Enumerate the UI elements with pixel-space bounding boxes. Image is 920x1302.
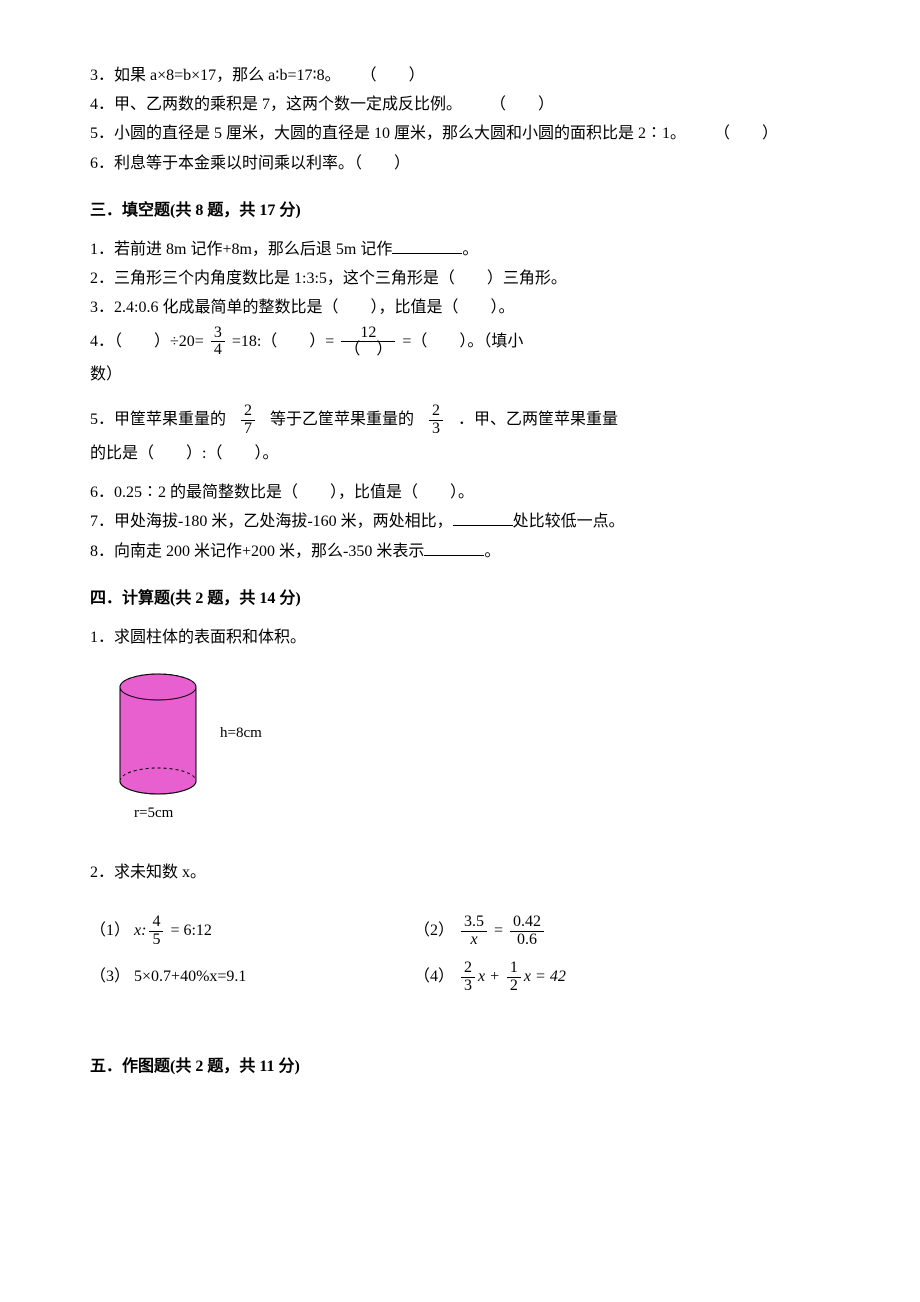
judge-q4-blank: （ ）	[466, 96, 554, 113]
cylinder-r-label: r=5cm	[134, 801, 830, 827]
eq4-mid: x +	[478, 968, 500, 985]
s4-q1: 1．求圆柱体的表面积和体积。	[90, 624, 830, 651]
s3-q5-a: 5．甲筐苹果重量的	[90, 411, 226, 428]
frac-den: （ ）	[341, 342, 395, 359]
s3-q8: 8．向南走 200 米记作+200 米，那么-350 米表示 。	[90, 538, 830, 565]
frac-num: 0.42	[510, 914, 544, 931]
s3-q4-a: 4．（ ）÷20=	[90, 333, 204, 350]
frac-den: 7	[241, 420, 255, 438]
s3-q1-blank	[392, 237, 462, 254]
s3-q5-frac1: 2 7	[241, 403, 255, 438]
s4-eq1: （1） x: 4 5 = 6:12	[90, 914, 410, 949]
eq2-label: （2）	[414, 922, 454, 939]
frac-den: 3	[429, 420, 443, 438]
frac-num: 12	[341, 325, 395, 343]
s3-q8-a: 8．向南走 200 米记作+200 米，那么-350 米表示	[90, 543, 424, 560]
eq1-label: （1）	[90, 922, 130, 939]
eq1-frac: 4 5	[149, 914, 163, 949]
frac-den: x	[461, 931, 487, 949]
s3-q5-d: 的比是（ ）:（ ）。	[90, 440, 830, 467]
frac-den: 5	[149, 931, 163, 949]
judge-q3-blank: （ ）	[345, 67, 425, 84]
frac-num: 2	[429, 403, 443, 420]
s3-q7-a: 7．甲处海拔-180 米，乙处海拔-160 米，两处相比，	[90, 513, 453, 530]
s4-eq2: （2） 3.5 x = 0.42 0.6	[414, 914, 547, 949]
cylinder-h-label: h=8cm	[220, 721, 262, 747]
s3-q7-b: 处比较低一点。	[513, 513, 625, 530]
judge-q4-text: 4．甲、乙两数的乘积是 7，这两个数一定成反比例。	[90, 96, 462, 113]
frac-den: 3	[461, 977, 475, 995]
s3-q4-frac2: 12 （ ）	[341, 325, 395, 360]
s3-q6: 6．0.25∶2 的最简整数比是（ ），比值是（ ）。	[90, 479, 830, 506]
s3-q3: 3．2.4:0.6 化成最简单的整数比是（ ），比值是（ ）。	[90, 294, 830, 321]
s3-q4-b: =18:（ ）=	[232, 333, 335, 350]
s3-q8-blank	[424, 539, 484, 556]
eq3-body: 5×0.7+40%x=9.1	[134, 968, 246, 985]
judge-q6: 6．利息等于本金乘以时间乘以利率。（ ）	[90, 150, 830, 177]
s3-q5-c: ．甲、乙两筐苹果重量	[458, 411, 618, 428]
eq2-frac1: 3.5 x	[461, 914, 487, 949]
eq4-rhs: x = 42	[524, 968, 566, 985]
s4-eq4: （4） 2 3 x + 1 2 x = 42	[414, 960, 566, 995]
judge-q5-text: 5．小圆的直径是 5 厘米，大圆的直径是 10 厘米，那么大圆和小圆的面积比是 …	[90, 125, 686, 142]
eq2-frac2: 0.42 0.6	[510, 914, 544, 949]
cylinder-figure: h=8cm r=5cm	[108, 669, 830, 827]
frac-num: 4	[149, 914, 163, 931]
judge-q4: 4．甲、乙两数的乘积是 7，这两个数一定成反比例。 （ ）	[90, 91, 830, 118]
eq4-frac1: 2 3	[461, 960, 475, 995]
section5-heading: 五．作图题(共 2 题，共 11 分)	[90, 1053, 830, 1080]
frac-num: 3.5	[461, 914, 487, 931]
eq1-rhs: = 6:12	[170, 922, 211, 939]
section4-heading: 四．计算题(共 2 题，共 14 分)	[90, 585, 830, 612]
frac-num: 3	[211, 325, 225, 342]
s3-q4-frac1: 3 4	[211, 325, 225, 360]
eq2-eq: =	[494, 922, 503, 939]
frac-den: 4	[211, 341, 225, 359]
frac-num: 1	[507, 960, 521, 977]
section3-heading: 三．填空题(共 8 题，共 17 分)	[90, 197, 830, 224]
frac-den: 2	[507, 977, 521, 995]
s4-q2: 2．求未知数 x。	[90, 859, 830, 886]
s3-q4-c: =（ ）。（填小	[402, 333, 523, 350]
eq4-frac2: 1 2	[507, 960, 521, 995]
cylinder-icon	[108, 669, 208, 799]
s3-q1-text-a: 1．若前进 8m 记作+8m，那么后退 5m 记作	[90, 241, 392, 258]
s3-q1: 1．若前进 8m 记作+8m，那么后退 5m 记作 。	[90, 236, 830, 263]
s4-eq-row1: （1） x: 4 5 = 6:12 （2） 3.5 x = 0.42 0.6	[90, 914, 830, 949]
judge-q3-text: 3．如果 a×8=b×17，那么 a∶b=17∶8。	[90, 67, 341, 84]
s3-q7-blank	[453, 509, 513, 526]
eq1-x: x:	[134, 922, 146, 939]
s3-q5-b: 等于乙筐苹果重量的	[270, 411, 414, 428]
judge-q5: 5．小圆的直径是 5 厘米，大圆的直径是 10 厘米，那么大圆和小圆的面积比是 …	[90, 120, 830, 147]
s4-eq-row2: （3） 5×0.7+40%x=9.1 （4） 2 3 x + 1 2 x = 4…	[90, 960, 830, 995]
frac-den: 0.6	[510, 931, 544, 949]
eq3-label: （3）	[90, 968, 130, 985]
s3-q7: 7．甲处海拔-180 米，乙处海拔-160 米，两处相比， 处比较低一点。	[90, 508, 830, 535]
eq4-label: （4）	[414, 968, 454, 985]
s3-q1-text-b: 。	[462, 241, 478, 258]
s3-q5-frac2: 2 3	[429, 403, 443, 438]
judge-q6-text: 6．利息等于本金乘以时间乘以利率。（ ）	[90, 155, 410, 172]
frac-num: 2	[461, 960, 475, 977]
s3-q2: 2．三角形三个内角度数比是 1:3:5，这个三角形是（ ）三角形。	[90, 265, 830, 292]
s3-q8-b: 。	[484, 543, 500, 560]
s3-q5-line1: 5．甲筐苹果重量的 2 7 等于乙筐苹果重量的 2 3 ．甲、乙两筐苹果重量	[90, 402, 830, 438]
judge-q3: 3．如果 a×8=b×17，那么 a∶b=17∶8。 （ ）	[90, 62, 830, 89]
s4-eq3: （3） 5×0.7+40%x=9.1	[90, 963, 410, 990]
frac-num: 2	[241, 403, 255, 420]
s3-q4-d: 数）	[90, 361, 830, 388]
judge-q5-blank: （ ）	[690, 125, 778, 142]
s3-q4: 4．（ ）÷20= 3 4 =18:（ ）= 12 （ ） =（ ）。（填小	[90, 324, 830, 360]
